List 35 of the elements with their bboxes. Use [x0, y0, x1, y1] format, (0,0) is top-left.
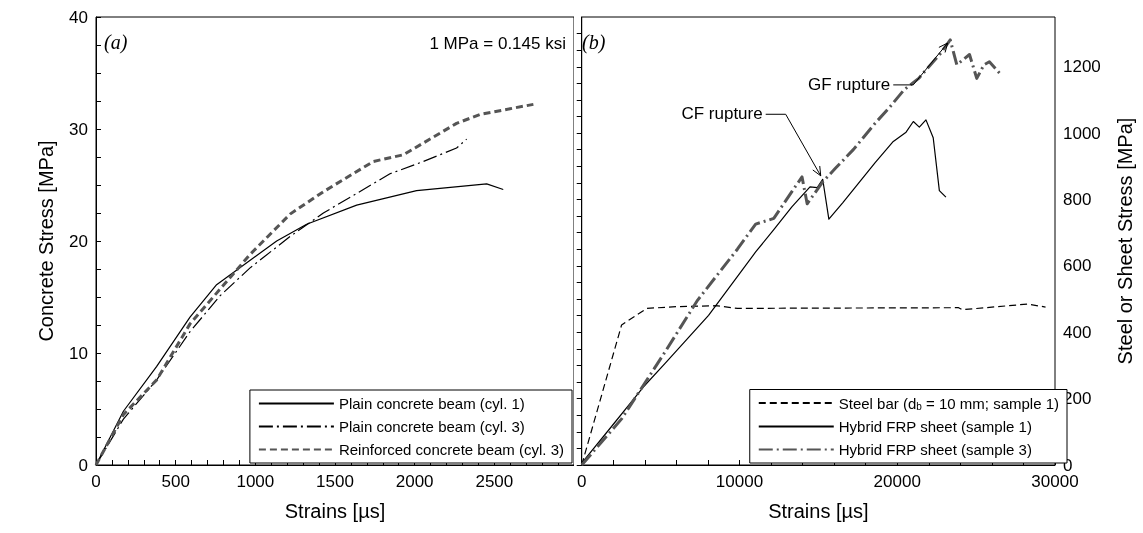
x-tick-label: 0: [91, 472, 101, 491]
legend-label: Steel bar (db = 10 mm; sample 1): [838, 394, 1060, 412]
x-tick-label: 1000: [236, 472, 275, 491]
x-tick-label: 0: [576, 472, 587, 491]
y-tick-label: 800: [1063, 190, 1092, 210]
legend-label: Hybrid FRP sheet (sample 1): [838, 418, 1032, 435]
x-tick-label: 20000: [873, 472, 921, 491]
x-tick-label: 1500: [316, 472, 354, 491]
annotation: GF rupture: [808, 74, 891, 94]
x-tick-label: 2500: [475, 472, 514, 491]
annotation: (b): [582, 31, 606, 54]
annotation: (a): [104, 31, 128, 54]
annotation: 1 MPa = 0.145 ksi: [429, 34, 566, 53]
y-tick-label: 0: [78, 455, 88, 475]
y-tick-label: 400: [1063, 322, 1092, 342]
y-axis-title: Concrete Stress [MPa]: [35, 140, 57, 342]
y-tick-label: 40: [69, 7, 88, 27]
x-tick-label: 30000: [1031, 472, 1079, 491]
annotation: CF rupture: [681, 104, 763, 124]
y-tick-label: 20: [69, 231, 88, 251]
y-tick-label: 1200: [1063, 57, 1101, 77]
y-axis-title: Steel or Sheet Stress [MPa]: [1114, 117, 1136, 365]
legend-label: Hybrid FRP sheet (sample 3): [838, 441, 1032, 458]
y-tick-label: 10: [69, 343, 88, 363]
x-axis-title: Strains [µs]: [768, 500, 869, 522]
legend-label: Plain concrete beam (cyl. 1): [338, 395, 525, 412]
y-tick-label: 600: [1063, 256, 1092, 276]
x-tick-label: 500: [161, 472, 190, 491]
x-axis-title: Strains [µs]: [284, 500, 386, 522]
legend-label: Reinforced concrete beam (cyl. 3): [338, 441, 565, 458]
y-tick-label: 1000: [1063, 123, 1101, 143]
x-tick-label: 10000: [715, 472, 764, 491]
legend-label: Plain concrete beam (cyl. 3): [338, 418, 525, 435]
x-tick-label: 2000: [395, 472, 434, 491]
y-tick-label: 30: [69, 119, 88, 139]
